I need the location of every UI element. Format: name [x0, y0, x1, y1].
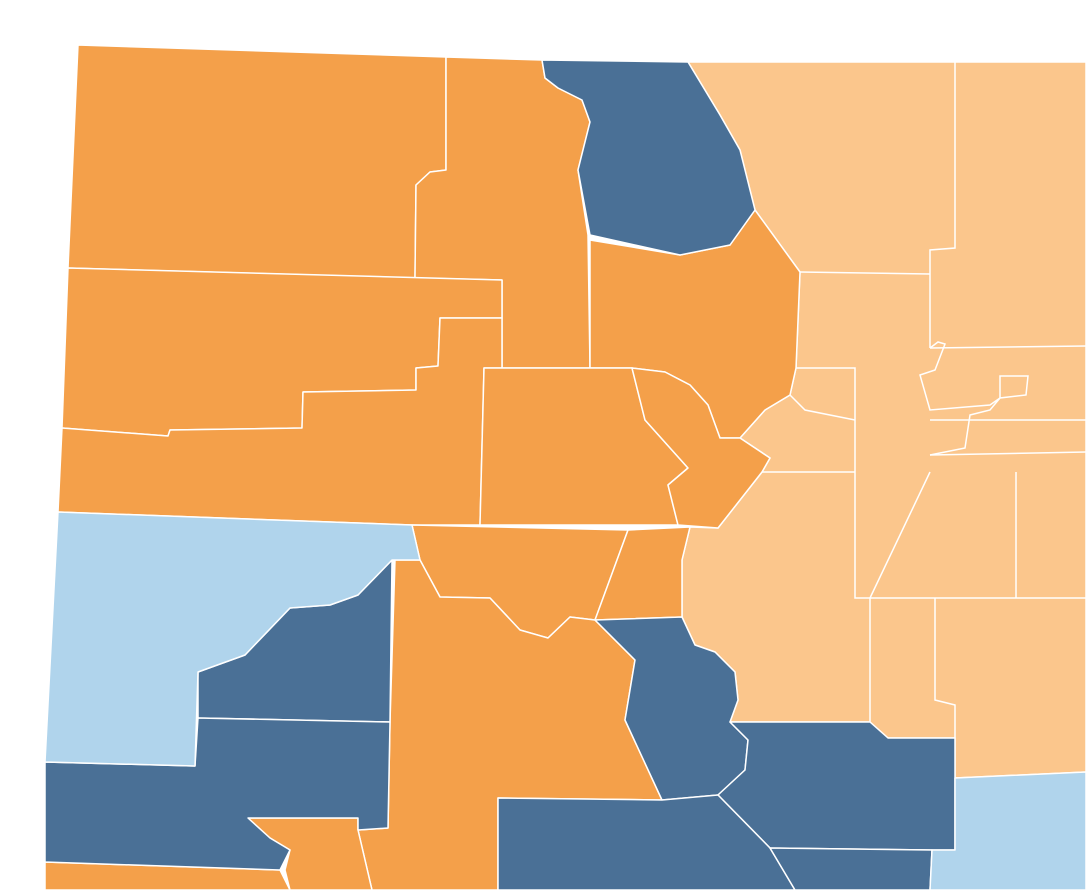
- county-border: [799, 271, 931, 275]
- county-border: [869, 471, 931, 599]
- county: [67, 44, 447, 279]
- county-border: [929, 451, 1086, 456]
- county: [929, 771, 1086, 890]
- county: [769, 847, 933, 890]
- county: [57, 317, 503, 526]
- county-border: [919, 341, 1029, 456]
- county: [541, 59, 756, 256]
- county-border: [929, 345, 1086, 349]
- county-border: [934, 598, 956, 738]
- county-border: [796, 367, 871, 722]
- county: [594, 526, 691, 621]
- county: [631, 367, 771, 529]
- county-border: [789, 394, 856, 421]
- county: [44, 511, 421, 767]
- county-border: [929, 62, 956, 348]
